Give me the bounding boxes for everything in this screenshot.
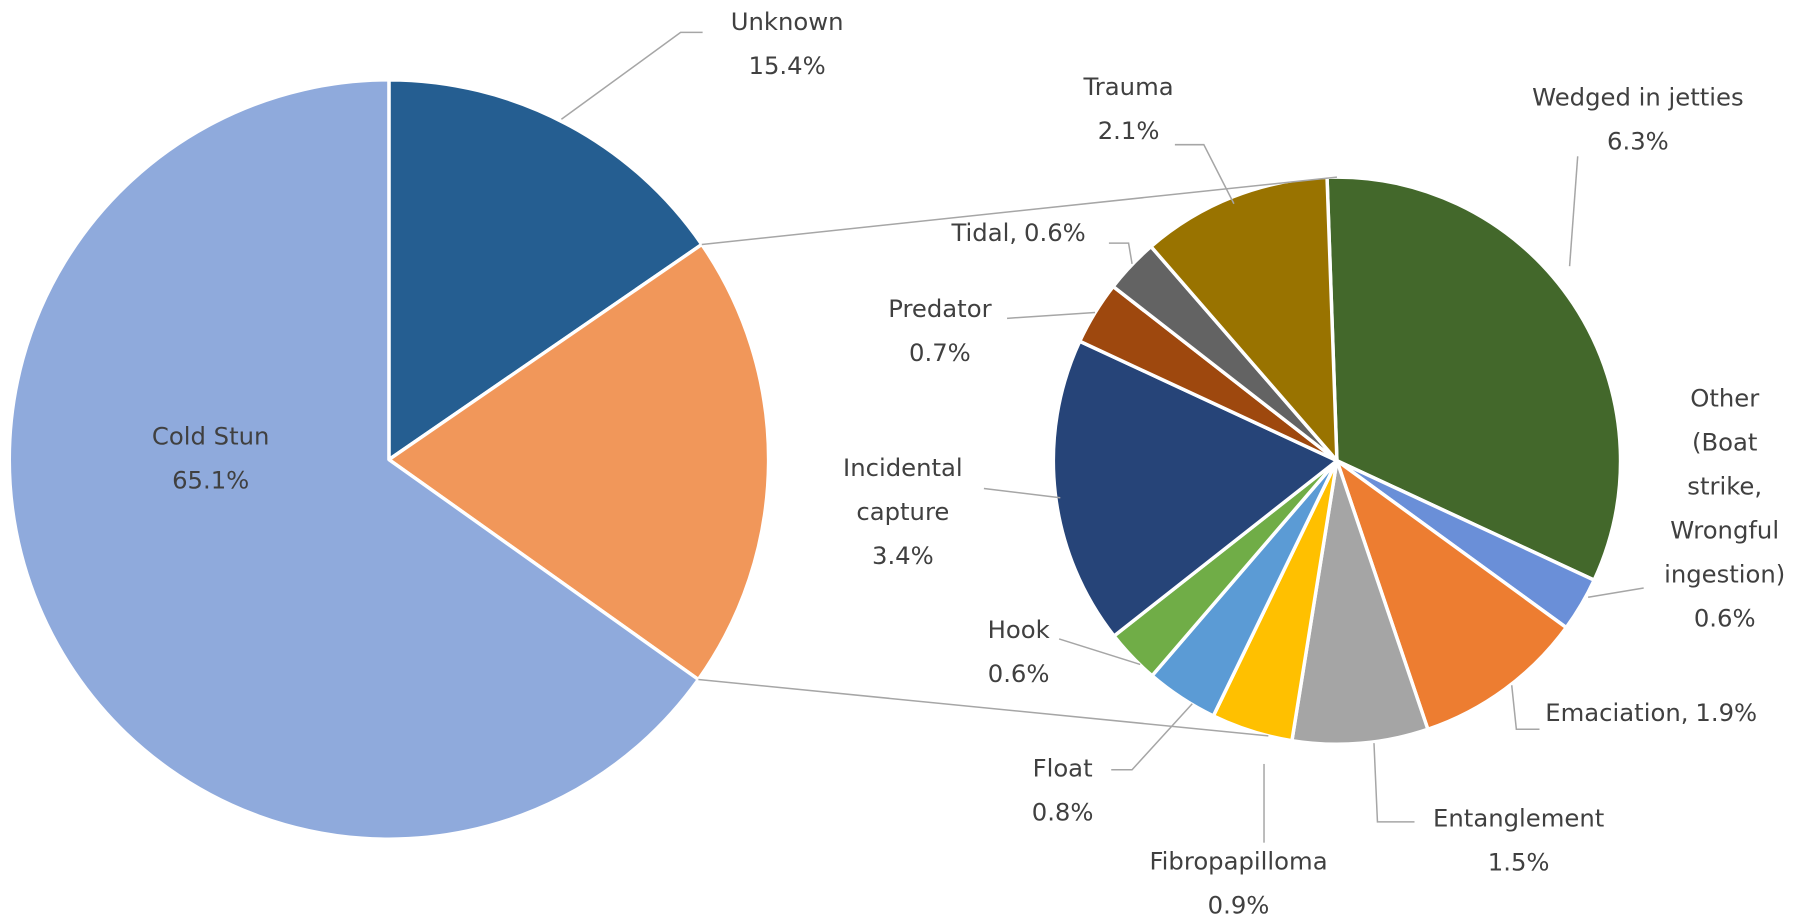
category-label: Emaciation [1545, 698, 1680, 727]
label-line: Wrongful [1670, 515, 1779, 544]
value-label: 0.6% [1024, 218, 1086, 247]
leader-line [1006, 311, 1096, 320]
pie-slice [387, 242, 771, 682]
category-label: Wedged in jetties [1532, 82, 1743, 111]
leader-line [1058, 638, 1141, 666]
label-line: Wedged in jetties [1532, 82, 1743, 111]
pie-slice [1149, 175, 1339, 463]
value-label: 0.8% [1032, 798, 1094, 827]
category-label: Cold Stun [152, 422, 269, 451]
label-line: strike, [1687, 471, 1762, 500]
category-label: Trauma [1083, 72, 1174, 101]
data-label: Tidal, 0.6% [950, 218, 1085, 247]
label-line: Unknown [731, 7, 844, 36]
value-label: 1.5% [1488, 848, 1550, 877]
leader-line [1510, 685, 1540, 730]
label-line: Entanglement [1433, 804, 1604, 833]
pie-slice [1051, 339, 1339, 638]
leader-line [983, 487, 1061, 499]
leader-line [1108, 242, 1133, 265]
leader-line [1111, 703, 1193, 771]
label-line: Float [1033, 754, 1093, 783]
leader-line [1174, 143, 1235, 205]
label-line: Fibropapilloma [1149, 846, 1327, 875]
leader-line [1373, 743, 1415, 823]
value-label: 2.1% [1098, 116, 1160, 145]
leader-line [1587, 587, 1644, 599]
value-label: 0.7% [909, 338, 971, 367]
value-label: 1.9% [1695, 698, 1757, 727]
leader-line [560, 31, 703, 120]
category-label: Hook [988, 615, 1050, 644]
label-line: Other [1690, 383, 1759, 412]
label-line: Trauma [1083, 72, 1174, 101]
category-label: Unknown [731, 7, 844, 36]
category-label: Entanglement [1433, 804, 1604, 833]
data-label: Emaciation, 1.9% [1545, 698, 1757, 727]
label-line: Cold Stun [152, 422, 269, 451]
pie-slice [1335, 458, 1568, 732]
category-label: Other (Boat strike, Wrongful ingestion) [1664, 383, 1785, 588]
label-line: capture [856, 497, 949, 526]
category-label: Tidal [950, 218, 1009, 247]
leader-line [1568, 156, 1579, 267]
label-separator: , [1681, 698, 1689, 727]
label-line: ingestion) [1664, 559, 1785, 588]
connector-line [701, 176, 1338, 246]
value-label: 0.6% [988, 659, 1050, 688]
label-line: (Boat [1692, 427, 1757, 456]
pie-slice [7, 78, 701, 841]
value-label: 6.3% [1607, 126, 1669, 155]
value-label: 3.4% [872, 541, 934, 570]
value-label: 0.6% [1694, 603, 1756, 632]
category-label: Predator [888, 294, 991, 323]
category-label: Float [1033, 754, 1093, 783]
pie-slice [387, 78, 704, 462]
value-label: 15.4% [749, 51, 826, 80]
label-separator: , [1009, 218, 1017, 247]
value-label: 65.1% [172, 466, 249, 495]
category-label: Incidental capture [843, 453, 963, 526]
value-label: 0.9% [1208, 890, 1270, 919]
label-line: Incidental [843, 453, 963, 482]
pie-slice [1325, 175, 1623, 582]
category-label: Fibropapilloma [1149, 846, 1327, 875]
label-line: Predator [888, 294, 991, 323]
label-line: Hook [988, 615, 1050, 644]
connector-line [698, 678, 1269, 737]
